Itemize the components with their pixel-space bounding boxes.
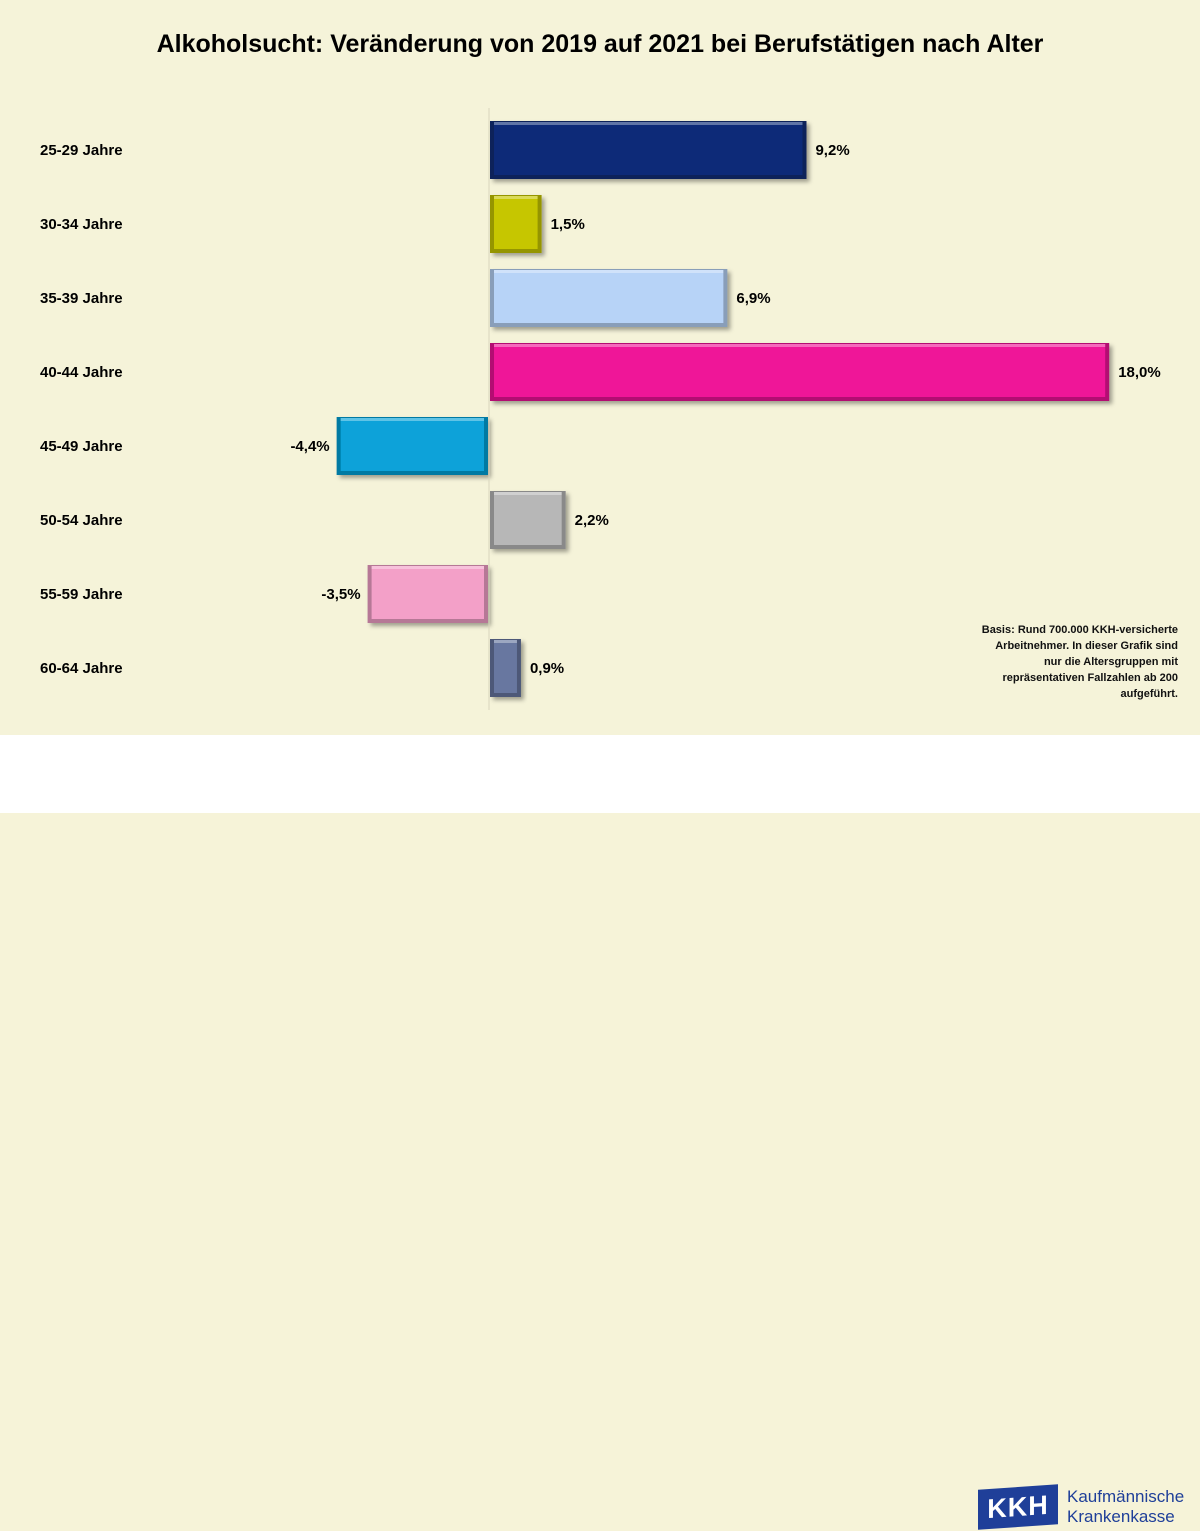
bar-highlight <box>494 640 517 643</box>
category-label: 35-39 Jahre <box>40 290 123 307</box>
value-label: 6,9% <box>736 290 770 307</box>
bar-face <box>494 199 538 249</box>
bar-highlight <box>494 196 538 199</box>
category-label: 60-64 Jahre <box>40 660 123 677</box>
bar-highlight <box>494 122 803 125</box>
footer: KKH Kaufmännische Krankenkasse <box>0 735 1200 1530</box>
value-label: 18,0% <box>1118 364 1161 381</box>
category-label: 55-59 Jahre <box>40 586 123 603</box>
bar-face <box>371 569 484 619</box>
value-label: -3,5% <box>321 586 360 603</box>
bar-face <box>494 347 1106 397</box>
kkh-logo-text: Kaufmännische Krankenkasse <box>1067 1487 1184 1527</box>
bar[interactable] <box>490 269 728 327</box>
category-label: 45-49 Jahre <box>40 438 123 455</box>
kkh-logo-mark: KKH <box>978 1484 1058 1530</box>
basis-note: Basis: Rund 700.000 KKH-versicherte Arbe… <box>981 624 1178 700</box>
bar-highlight <box>340 418 484 421</box>
bar-face <box>494 495 562 545</box>
bar[interactable] <box>490 639 521 697</box>
bar[interactable] <box>490 343 1110 401</box>
bar-highlight <box>371 566 484 569</box>
value-label: 9,2% <box>815 142 849 159</box>
chart-area: Alkoholsucht: Veränderung von 2019 auf 2… <box>0 0 1200 735</box>
bar-highlight <box>494 344 1106 347</box>
value-label: 0,9% <box>530 660 564 677</box>
bar[interactable] <box>490 491 566 549</box>
footer-strip <box>0 813 1200 848</box>
value-label: -4,4% <box>290 438 329 455</box>
logo-line-2: Krankenkasse <box>1067 1507 1175 1526</box>
bar[interactable] <box>367 565 488 623</box>
bar[interactable] <box>490 121 807 179</box>
chart-title: Alkoholsucht: Veränderung von 2019 auf 2… <box>156 30 1044 58</box>
bar-face <box>494 643 517 693</box>
category-label: 25-29 Jahre <box>40 142 123 159</box>
category-label: 50-54 Jahre <box>40 512 123 529</box>
bar[interactable] <box>336 417 488 475</box>
bar-highlight <box>494 492 562 495</box>
bar-face <box>494 125 803 175</box>
category-label: 40-44 Jahre <box>40 364 123 381</box>
value-label: 2,2% <box>575 512 609 529</box>
category-label: 30-34 Jahre <box>40 216 123 233</box>
bar-chart: 25-29 Jahre 9,2% 30-34 Jahre 1,5% 35-39 Jahr… <box>40 108 1161 710</box>
bar[interactable] <box>490 195 542 253</box>
bar-face <box>494 273 724 323</box>
value-label: 1,5% <box>551 216 585 233</box>
logo-line-1: Kaufmännische <box>1067 1487 1185 1506</box>
bar-face <box>340 421 484 471</box>
bar-highlight <box>494 270 724 273</box>
kkh-logo[interactable]: KKH Kaufmännische Krankenkasse <box>978 1484 1188 1531</box>
